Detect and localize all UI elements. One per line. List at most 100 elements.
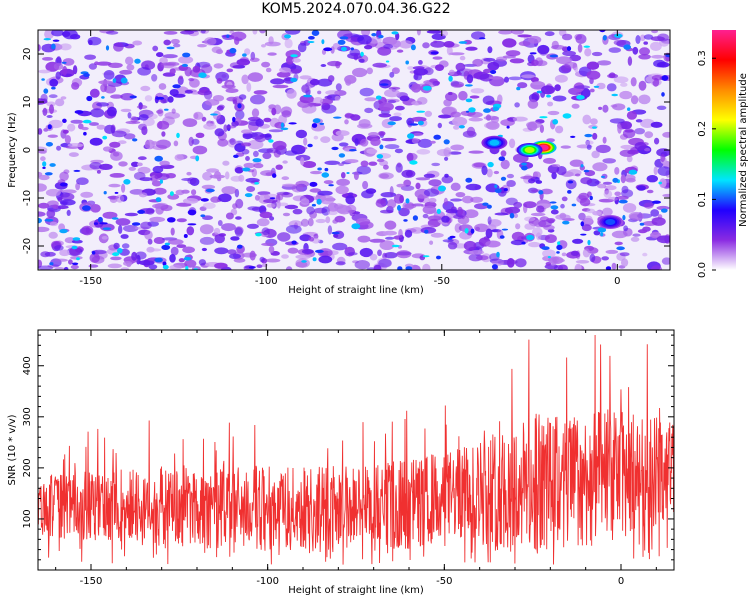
heatmap-cell (224, 171, 230, 180)
heatmap-cell (290, 54, 298, 58)
heatmap-cell (602, 104, 609, 113)
heatmap-cell (523, 201, 537, 209)
heatmap-cell (626, 111, 638, 120)
heatmap-cell (88, 63, 97, 70)
heatmap-cell (385, 60, 390, 63)
heatmap-cell (656, 105, 667, 111)
heatmap-cell (233, 258, 246, 263)
heatmap-cell (302, 161, 317, 168)
heatmap-cell (76, 177, 89, 185)
heatmap-cell (521, 74, 536, 79)
heatmap-cell (657, 166, 670, 176)
heatmap-cell (538, 190, 544, 195)
snr-y-ticks: 100 200 300 400 (22, 334, 674, 561)
heatmap-cell (576, 95, 585, 100)
heatmap-cell (279, 67, 291, 73)
heatmap-cell (430, 40, 446, 48)
heatmap-cell (454, 223, 462, 233)
heatmap-cell (214, 128, 225, 137)
heatmap-cell (121, 243, 130, 249)
heatmap-cell (317, 190, 333, 196)
heatmap-cell (200, 198, 209, 202)
heatmap-cell (646, 175, 658, 183)
heatmap-cell (151, 74, 158, 82)
heatmap-cell (38, 69, 51, 74)
heatmap-cell (149, 216, 166, 223)
heatmap-cell (90, 108, 105, 118)
heatmap-cell (126, 64, 135, 71)
heatmap-cell (584, 215, 593, 224)
heatmap-cell (571, 203, 577, 207)
heatmap-cell (526, 121, 542, 129)
heatmap-cell (54, 245, 64, 251)
heatmap-cell (435, 64, 444, 71)
heatmap-cell (218, 104, 225, 110)
heatmap-cell (415, 182, 421, 190)
heatmap-cell (465, 84, 473, 87)
heatmap-cell (233, 154, 239, 158)
heatmap-cell (93, 222, 99, 225)
heatmap-cell (176, 202, 192, 207)
heatmap-cell (608, 47, 621, 53)
heatmap-y-tick-label: 10 (22, 96, 33, 109)
heatmap-cell (369, 238, 386, 243)
heatmap-cell (470, 196, 483, 203)
heatmap-cell (458, 41, 468, 44)
heatmap-cell (416, 110, 426, 113)
heatmap-cell (375, 95, 382, 100)
heatmap-cell (609, 118, 625, 124)
heatmap-cell (247, 72, 263, 82)
heatmap-cell (397, 205, 401, 211)
heatmap-cell (639, 222, 645, 226)
heatmap-cell (284, 204, 299, 210)
heatmap-cell (659, 178, 667, 189)
heatmap-cell (470, 228, 475, 234)
heatmap-cell (486, 204, 492, 209)
heatmap-cell (64, 135, 71, 144)
heatmap-cell (320, 136, 331, 144)
heatmap-cell (335, 261, 346, 266)
heatmap-cell (281, 110, 292, 118)
heatmap-cell (336, 178, 350, 186)
colorbar-ticks: 0.0 0.1 0.2 0.3 (697, 50, 716, 278)
heatmap-cell (575, 260, 590, 264)
heatmap-cell (112, 252, 120, 257)
heatmap-cell (415, 177, 431, 181)
heatmap-cell (449, 52, 465, 56)
heatmap-cell (162, 264, 169, 270)
heatmap-cell (500, 150, 507, 157)
heatmap-cell (410, 44, 416, 51)
heatmap-cell (223, 124, 228, 132)
heatmap-cell (299, 75, 312, 80)
heatmap-cell (164, 242, 171, 246)
heatmap-cell (185, 266, 189, 270)
heatmap-cell (138, 260, 155, 266)
heatmap-cell (242, 167, 251, 172)
heatmap-cell (178, 258, 185, 263)
heatmap-cell (560, 203, 565, 209)
heatmap-cell (438, 185, 446, 192)
heatmap-cell (469, 95, 480, 99)
heatmap-cell (265, 258, 281, 263)
heatmap-cell (164, 108, 169, 111)
heatmap-cell (628, 169, 638, 175)
heatmap-cell (613, 39, 627, 46)
heatmap-cell (188, 136, 194, 147)
heatmap-cell (108, 195, 118, 201)
heatmap-cell (512, 116, 528, 122)
heatmap-cell (52, 204, 59, 210)
heatmap-cell (443, 139, 450, 145)
heatmap-cell (567, 190, 572, 194)
heatmap-cell (544, 31, 555, 37)
heatmap-cell (500, 176, 507, 181)
heatmap-cell (592, 162, 608, 172)
heatmap-cell (412, 66, 425, 70)
heatmap-cell (488, 76, 503, 80)
heatmap-cell (125, 120, 141, 125)
heatmap-cell (295, 254, 311, 260)
heatmap-cell (584, 48, 592, 57)
heatmap-cell (59, 43, 72, 51)
heatmap-cell (325, 216, 331, 224)
heatmap-cell (364, 107, 374, 114)
